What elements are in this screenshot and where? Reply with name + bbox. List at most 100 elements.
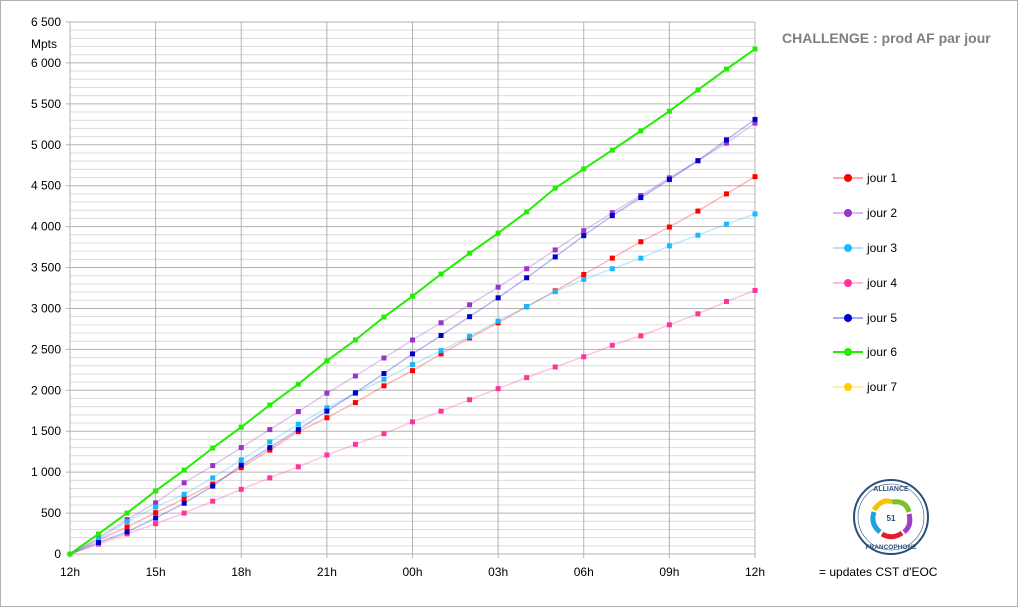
y-axis-unit: Mpts: [31, 37, 58, 51]
data-point-jour-1: [352, 400, 358, 406]
data-point-jour-1: [581, 271, 587, 277]
data-point-jour-3: [438, 348, 444, 354]
legend-item: jour 2: [833, 196, 897, 231]
data-point-jour-6: [295, 381, 301, 387]
data-point-jour-1: [695, 208, 701, 214]
x-tick-label: 03h: [488, 565, 508, 579]
y-tick-label: 1 500: [31, 424, 61, 438]
data-point-jour-5: [267, 445, 273, 451]
data-point-jour-4: [153, 521, 159, 527]
data-point-jour-6: [67, 551, 73, 557]
legend-item: jour 1: [833, 161, 897, 196]
legend: jour 1 jour 2 jour 3 jour 4 jour 5 jour 6 jour…: [833, 161, 897, 405]
data-point-jour-3: [410, 362, 415, 368]
data-point-jour-2: [524, 266, 530, 272]
updates-note: = updates CST d'EOC: [819, 565, 938, 579]
data-point-jour-3: [295, 421, 301, 427]
data-point-jour-2: [609, 210, 615, 216]
data-point-jour-6: [210, 445, 216, 451]
data-point-jour-2: [723, 140, 729, 146]
data-point-jour-5: [524, 275, 530, 281]
data-point-jour-3: [381, 376, 387, 382]
data-point-jour-5: [381, 371, 387, 377]
legend-item: jour 4: [833, 265, 897, 300]
data-point-jour-3: [153, 504, 159, 510]
legend-label: jour 6: [867, 345, 898, 360]
data-point-jour-5: [124, 529, 130, 535]
data-point-jour-1: [666, 224, 672, 230]
data-point-jour-6: [666, 108, 672, 114]
data-point-jour-5: [695, 158, 701, 164]
data-point-jour-2: [295, 409, 301, 415]
data-point-jour-2: [352, 373, 358, 379]
legend-swatch: [833, 383, 863, 392]
data-point-jour-5: [495, 295, 501, 301]
x-tick-label: 21h: [317, 565, 337, 579]
data-point-jour-3: [495, 318, 501, 324]
data-point-jour-6: [581, 166, 587, 172]
data-point-jour-6: [238, 424, 244, 430]
data-point-jour-4: [695, 311, 701, 317]
data-point-jour-5: [181, 500, 187, 506]
x-tick-label: 06h: [574, 565, 594, 579]
svg-text:ALLIANCE: ALLIANCE: [873, 486, 909, 493]
data-point-jour-5: [410, 351, 415, 357]
legend-label: jour 3: [867, 240, 898, 255]
data-point-jour-5: [324, 408, 330, 414]
data-point-jour-6: [153, 488, 159, 494]
data-point-jour-3: [124, 519, 130, 525]
data-point-jour-2: [438, 320, 444, 326]
legend-item: jour 6: [833, 335, 897, 370]
legend-marker: [844, 243, 852, 252]
y-tick-label: 2 000: [31, 383, 61, 397]
legend-marker: [844, 313, 852, 322]
data-point-jour-5: [96, 540, 102, 546]
data-point-jour-5: [438, 332, 444, 338]
legend-label: jour 4: [867, 275, 898, 290]
data-point-jour-5: [666, 177, 672, 183]
data-point-jour-4: [552, 364, 558, 370]
data-point-jour-6: [552, 185, 558, 191]
x-tick-label: 12h: [745, 565, 765, 579]
alliance-francophone-logo: 51 ALLIANCE FRANCOPHONE: [853, 479, 929, 555]
data-point-jour-5: [295, 427, 301, 433]
data-point-jour-6: [609, 147, 615, 153]
data-point-jour-1: [181, 496, 187, 502]
data-point-jour-3: [210, 475, 216, 481]
data-point-jour-6: [96, 531, 102, 537]
data-point-jour-5: [723, 137, 729, 143]
data-point-jour-4: [267, 475, 273, 481]
data-point-jour-1: [153, 510, 159, 516]
data-point-jour-3: [695, 232, 701, 238]
legend-marker: [844, 383, 852, 392]
data-point-jour-5: [581, 233, 587, 239]
y-tick-label: 0: [54, 547, 61, 561]
chart-title: CHALLENGE : prod AF par jour: [782, 30, 991, 46]
x-tick-label: 00h: [402, 565, 422, 579]
y-tick-label: 1 000: [31, 465, 61, 479]
data-point-jour-1: [723, 191, 729, 197]
data-point-jour-3: [238, 457, 244, 463]
legend-marker: [844, 348, 852, 357]
y-tick-label: 6 000: [31, 56, 61, 70]
data-point-jour-3: [609, 266, 615, 272]
data-point-jour-2: [238, 445, 244, 451]
data-point-jour-2: [552, 247, 558, 253]
data-point-jour-2: [581, 228, 587, 234]
data-point-jour-1: [752, 174, 758, 180]
legend-marker: [844, 174, 852, 183]
data-point-jour-1: [410, 368, 415, 374]
data-point-jour-1: [638, 239, 644, 245]
data-point-jour-4: [295, 464, 301, 470]
data-point-jour-5: [210, 483, 216, 489]
data-point-jour-5: [752, 116, 758, 122]
data-point-jour-6: [324, 358, 330, 364]
data-point-jour-6: [124, 510, 130, 516]
data-point-jour-4: [410, 419, 415, 425]
svg-text:51: 51: [887, 514, 896, 523]
data-point-jour-4: [438, 408, 444, 414]
data-point-jour-4: [495, 386, 501, 392]
data-point-jour-6: [467, 250, 473, 256]
